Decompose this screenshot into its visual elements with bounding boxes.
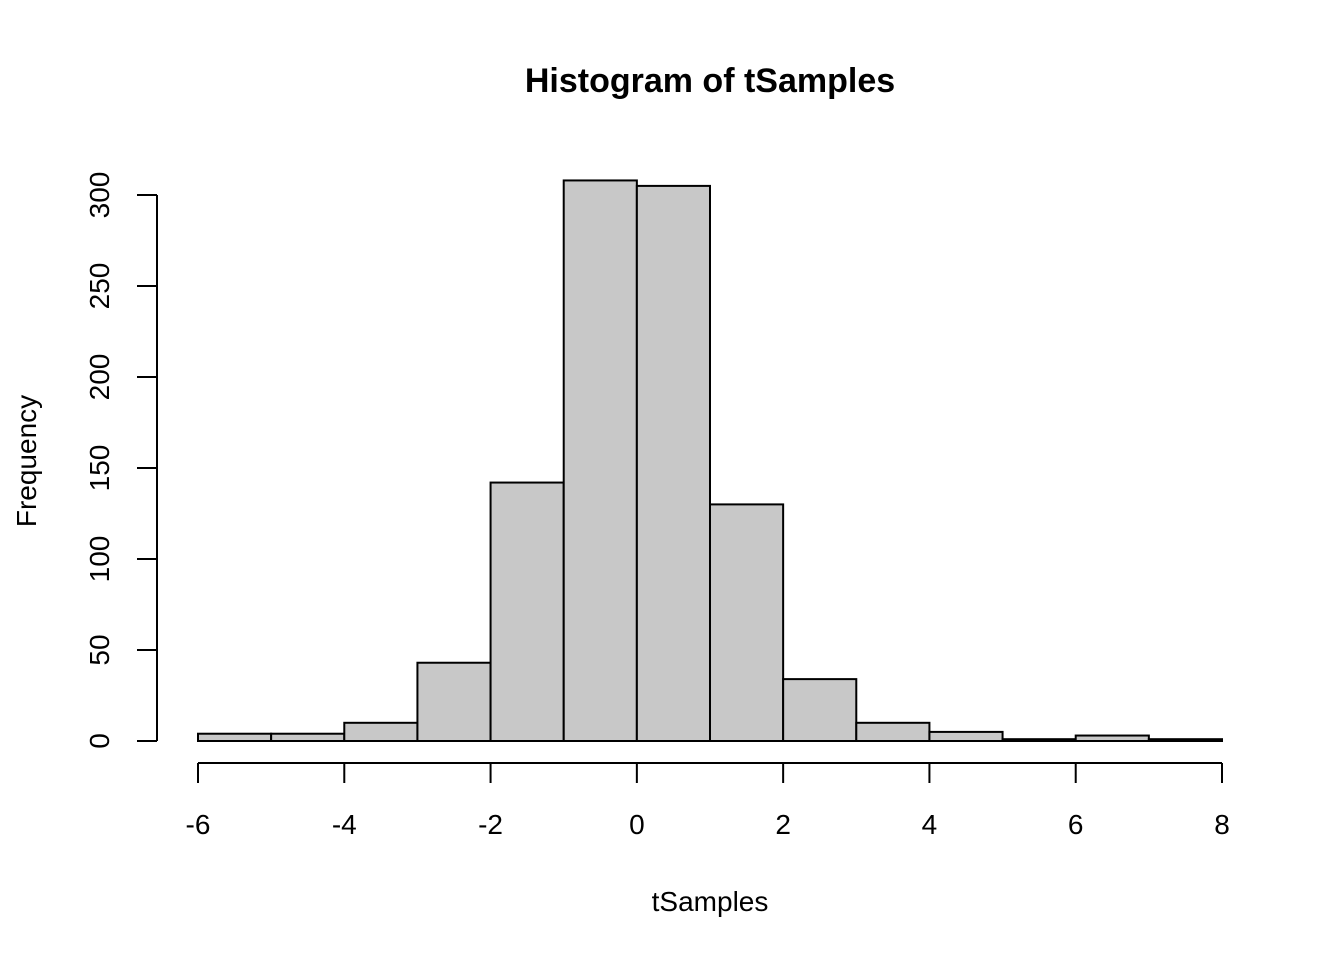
y-tick-label: 200	[84, 354, 115, 401]
histogram-bar	[928, 730, 1004, 743]
histogram-bar	[635, 184, 711, 742]
x-tick-label: -6	[186, 809, 211, 840]
x-tick-label: -2	[478, 809, 503, 840]
chart-title: Histogram of tSamples	[525, 62, 895, 100]
histogram-bar	[489, 481, 565, 742]
y-axis: 0 50 100 150 200 250 300	[84, 172, 158, 749]
histogram-bar	[562, 179, 638, 742]
histogram-bar	[343, 721, 419, 742]
x-tick-label: 4	[922, 809, 938, 840]
histogram-bar	[270, 732, 346, 742]
x-tick-label: 8	[1214, 809, 1230, 840]
x-tick-label: 6	[1068, 809, 1084, 840]
y-tick-label: 150	[84, 445, 115, 492]
histogram-bar	[855, 721, 931, 742]
y-axis-label: Frequency	[11, 395, 42, 527]
histogram-bar	[709, 503, 785, 742]
x-tick-label: 2	[775, 809, 791, 840]
x-axis-label: tSamples	[652, 886, 769, 917]
y-tick-label: 0	[84, 733, 115, 749]
histogram-bar	[782, 678, 858, 742]
x-tick-label: 0	[629, 809, 645, 840]
x-tick-label: -4	[332, 809, 357, 840]
y-tick-label: 300	[84, 172, 115, 219]
histogram-bar	[416, 661, 492, 742]
y-tick-label: 250	[84, 263, 115, 310]
bars-group	[197, 179, 1224, 743]
histogram-bar	[1001, 738, 1077, 742]
histogram-bar	[1074, 734, 1150, 742]
x-axis: -6 -4 -2 0 2 4 6 8	[186, 762, 1230, 840]
histogram-bar	[1147, 738, 1224, 742]
y-tick-label: 100	[84, 536, 115, 583]
histogram-bar	[197, 732, 273, 742]
y-tick-label: 50	[84, 634, 115, 665]
